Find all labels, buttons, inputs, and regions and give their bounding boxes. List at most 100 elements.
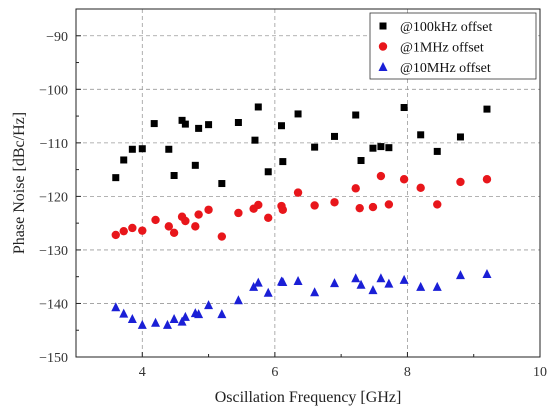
data-point-circle xyxy=(376,171,386,181)
data-point-circle xyxy=(169,228,179,237)
series-square xyxy=(112,103,491,188)
x-tick-label: 10 xyxy=(533,365,547,380)
data-point-circle xyxy=(194,210,203,219)
data-points xyxy=(111,103,492,329)
data-point-square xyxy=(279,158,287,166)
y-tick-label: −140 xyxy=(39,297,68,312)
y-tick-label: −100 xyxy=(39,83,68,98)
data-point-circle xyxy=(330,198,339,207)
data-point-circle xyxy=(264,213,273,222)
data-point-square xyxy=(112,174,120,182)
data-point-circle xyxy=(119,226,128,236)
data-point-circle xyxy=(416,183,425,193)
data-point-circle xyxy=(433,200,442,209)
data-point-triangle xyxy=(217,309,227,319)
legend-label: @10MHz offset xyxy=(400,61,491,76)
data-point-square xyxy=(138,145,146,153)
data-point-circle xyxy=(128,223,137,233)
data-point-square xyxy=(357,157,365,165)
data-point-triangle xyxy=(177,316,187,326)
data-point-triangle xyxy=(455,270,465,280)
data-point-square xyxy=(277,122,285,130)
data-point-triangle xyxy=(310,287,320,297)
data-point-triangle xyxy=(151,317,161,327)
legend-marker-triangle xyxy=(378,62,388,71)
series-triangle xyxy=(111,269,492,329)
x-tick-label: 8 xyxy=(404,365,411,380)
legend-label: @1MHz offset xyxy=(400,41,484,56)
data-point-square xyxy=(218,180,226,188)
data-point-circle xyxy=(191,222,200,231)
data-point-circle xyxy=(368,202,378,212)
x-axis-label: Oscillation Frequency [GHz] xyxy=(215,389,402,406)
data-point-triangle xyxy=(162,319,172,329)
data-point-triangle xyxy=(111,302,121,312)
data-point-triangle xyxy=(432,281,442,291)
data-point-square xyxy=(195,124,203,132)
data-point-circle xyxy=(384,200,394,209)
legend-label: @100kHz offset xyxy=(400,20,492,35)
data-point-square xyxy=(128,145,136,153)
data-point-triangle xyxy=(119,308,129,318)
y-axis-label: Phase Noise [dBc/Hz] xyxy=(11,112,28,254)
data-point-triangle xyxy=(384,278,394,288)
data-point-circle xyxy=(234,208,243,218)
data-point-triangle xyxy=(278,277,288,287)
series-circle xyxy=(111,171,492,241)
data-point-circle xyxy=(181,216,190,226)
data-point-square xyxy=(377,143,385,151)
y-tick-label: −90 xyxy=(46,30,68,45)
data-point-square xyxy=(264,168,272,176)
data-point-square xyxy=(191,161,199,169)
plot-area-frame xyxy=(75,8,541,358)
data-point-circle xyxy=(456,177,465,187)
data-point-triangle xyxy=(137,319,147,329)
data-point-square xyxy=(150,120,158,128)
data-point-triangle xyxy=(399,274,409,284)
data-point-triangle xyxy=(351,273,361,283)
axis-ticks: 4 6 8 10 −150 −140 −130 −120 −110 −100 −90 xyxy=(39,30,547,380)
data-point-square xyxy=(251,136,259,144)
grid-lines xyxy=(76,9,540,357)
data-point-triangle xyxy=(263,287,273,297)
data-point-circle xyxy=(278,205,288,214)
data-point-triangle xyxy=(127,313,137,323)
data-point-square xyxy=(433,147,441,155)
data-point-circle xyxy=(111,230,120,240)
legend: @100kHz offset @1MHz offset @10MHz offset xyxy=(369,12,537,80)
data-point-circle xyxy=(482,175,492,184)
data-point-square xyxy=(352,111,360,119)
data-point-circle xyxy=(293,188,303,197)
data-point-triangle xyxy=(376,273,386,283)
data-point-triangle xyxy=(356,279,366,289)
data-point-square xyxy=(120,156,128,164)
data-point-triangle xyxy=(180,311,190,321)
data-point-square xyxy=(254,103,262,111)
x-tick-label: 6 xyxy=(271,365,278,380)
x-tick-label: 4 xyxy=(139,365,146,380)
data-point-triangle xyxy=(233,295,243,305)
data-point-triangle xyxy=(293,275,303,285)
data-point-circle xyxy=(399,175,409,184)
legend-entry: @10MHz offset xyxy=(378,61,491,76)
legend-entry: @1MHz offset xyxy=(378,41,484,56)
data-point-triangle xyxy=(416,281,426,291)
data-point-triangle xyxy=(253,277,263,287)
data-point-circle xyxy=(217,232,227,241)
data-point-circle xyxy=(204,205,213,214)
data-point-circle xyxy=(254,200,263,210)
data-point-circle xyxy=(138,226,147,235)
data-point-square xyxy=(178,116,186,124)
data-point-square xyxy=(417,131,425,139)
data-point-circle xyxy=(151,215,160,225)
data-point-triangle xyxy=(482,269,492,279)
data-point-square xyxy=(369,144,377,152)
data-point-square xyxy=(165,145,173,153)
legend-entry: @100kHz offset xyxy=(379,20,492,35)
data-point-triangle xyxy=(249,281,259,291)
data-point-square xyxy=(294,110,302,118)
data-point-square xyxy=(331,132,339,140)
data-point-square xyxy=(205,121,213,129)
data-point-triangle xyxy=(169,313,179,323)
